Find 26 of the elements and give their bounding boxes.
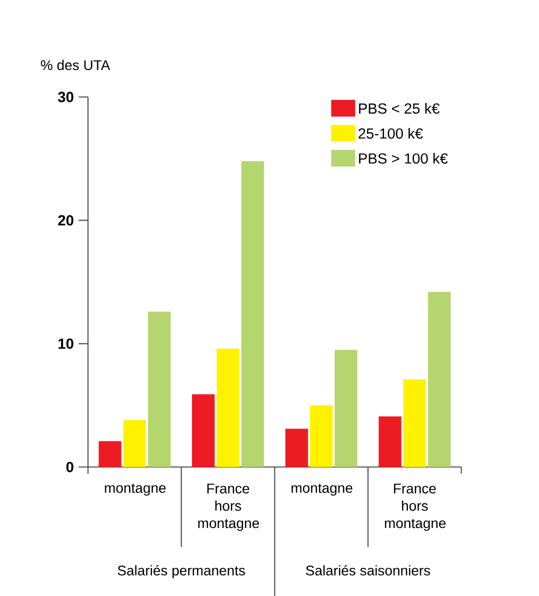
- legend-label: 25-100 k€: [358, 128, 423, 139]
- bar: [334, 350, 358, 467]
- bar: [378, 416, 402, 467]
- bar: [192, 394, 215, 467]
- y-tick-label: 10: [58, 338, 74, 349]
- x-tick-label: montagne: [292, 484, 352, 496]
- text: Salariés permanents: [118, 565, 245, 578]
- y-tick-label: 20: [58, 215, 74, 226]
- bar: [403, 379, 426, 467]
- y-tick-label: 0: [66, 462, 74, 472]
- x-tick-label: France hors montagne: [384, 484, 446, 531]
- x-tick-label: montagne: [104, 484, 166, 496]
- y-tick-label: 30: [58, 92, 74, 102]
- y-axis-title: % des UTA: [40, 60, 110, 70]
- bar: [216, 348, 240, 467]
- bar: [428, 292, 451, 467]
- bar: [98, 441, 122, 467]
- legend-label: PBS > 100 k€: [359, 152, 448, 164]
- bar: [285, 428, 308, 467]
- x-tick-label: France hors montagne: [198, 484, 259, 531]
- legend-label: PBS < 25 k€: [359, 102, 440, 114]
- bar: [123, 420, 146, 467]
- text: Salariés saisonniers: [306, 565, 430, 576]
- bar: [148, 312, 171, 467]
- bar: [241, 161, 264, 467]
- bar: [310, 405, 333, 467]
